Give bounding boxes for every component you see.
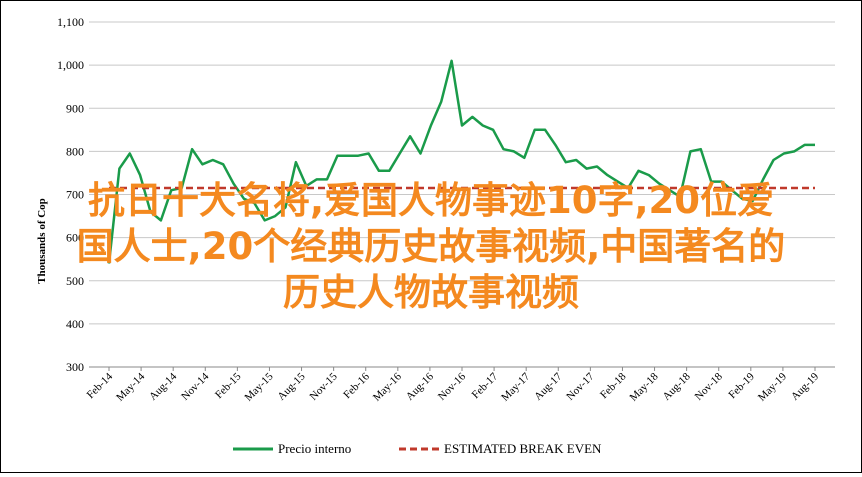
x-tick-label: May-19 [756, 370, 789, 403]
x-tick-label: Aug-17 [532, 370, 565, 403]
x-tick-label: Nov-14 [179, 370, 212, 403]
x-tick-label: Nov-16 [436, 370, 469, 403]
x-tick-label: May-18 [628, 370, 661, 403]
series-lines [107, 59, 815, 264]
legend: Precio interno ESTIMATED BREAK EVEN [233, 441, 602, 456]
x-tick-label: Feb-18 [598, 370, 629, 401]
x-tick-label: May-16 [371, 370, 404, 403]
x-tick-label: Aug-19 [789, 370, 822, 403]
legend-label-precio-interno: Precio interno [278, 441, 351, 456]
axes [89, 366, 835, 371]
y-tick-label: 800 [66, 144, 84, 158]
x-tick-label: Feb-19 [726, 370, 757, 401]
y-axis-label: Thousands of Cop [36, 198, 48, 284]
y-tick-label: 700 [66, 188, 84, 202]
y-tick-label: 500 [66, 274, 84, 288]
series-line-precio-interno [107, 59, 815, 264]
x-tick-label: May-17 [499, 370, 532, 403]
x-tick-label: Aug-14 [147, 370, 180, 403]
x-tick-label: Nov-18 [693, 370, 726, 403]
y-tick-label: 1,000 [57, 58, 84, 72]
x-tick-label: Aug-15 [275, 370, 308, 403]
y-tick-labels: 300 400 500 600 700 800 900 1,000 1,100 [57, 15, 84, 374]
x-tick-label: Feb-16 [341, 370, 372, 401]
grid-lines [89, 21, 835, 368]
x-tick-label: Feb-17 [470, 370, 501, 401]
y-tick-label: 300 [66, 360, 84, 374]
legend-label-break-even: ESTIMATED BREAK EVEN [444, 441, 602, 456]
x-tick-label: Feb-14 [85, 370, 116, 401]
x-tick-label: Feb-15 [213, 370, 244, 401]
y-tick-label: 1,100 [57, 15, 84, 29]
x-tick-label: Nov-17 [564, 370, 597, 403]
y-tick-label: 600 [66, 231, 84, 245]
x-tick-label: May-14 [114, 370, 147, 403]
x-tick-label: Aug-16 [404, 370, 437, 403]
y-tick-label: 400 [66, 317, 84, 331]
x-tick-label: May-15 [242, 370, 275, 403]
x-tick-label: Nov-15 [308, 370, 341, 403]
y-tick-label: 900 [66, 101, 84, 115]
x-tick-label: Aug-18 [661, 370, 694, 403]
